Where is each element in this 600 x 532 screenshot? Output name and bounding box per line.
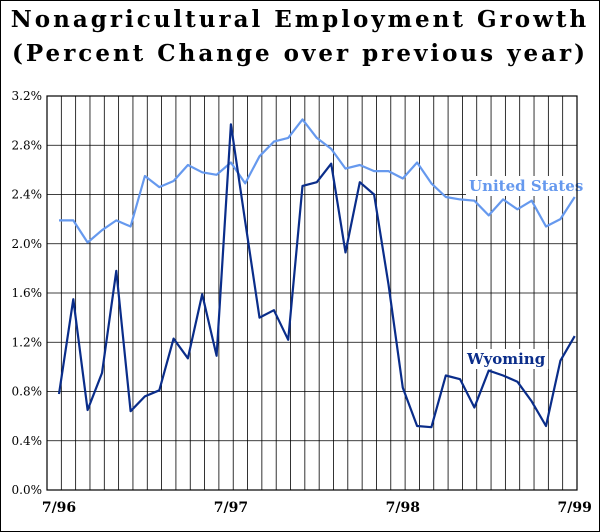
us-series-line [59,118,576,244]
x-tick-label: 7/98 [386,500,420,516]
y-tick-label: 0.4% [12,434,43,448]
y-tick-label: 0.8% [12,385,43,399]
y-tick-label: 1.6% [12,286,43,300]
x-tick-label: 7/99 [558,500,592,516]
x-tick-label: 7/96 [42,500,76,516]
series-label-background [466,176,587,196]
y-axis-tick-labels: 0.0% 0.4% 0.8% 1.2% 1.6% 2.0% 2.4% 2.8% 3.2% [12,89,43,497]
chart-subtitle: (Percent Change over previous year) [12,40,588,67]
wyoming-series-label: Wyoming [466,350,546,368]
y-tick-label: 1.2% [12,335,43,349]
y-tick-label: 2.0% [12,237,43,251]
wyoming-series-line [57,123,576,429]
plot-border [46,95,578,491]
series-labels: United States Wyoming [464,176,587,369]
x-tick-label: 7/97 [214,500,248,516]
chart-title: Nonagricultural Employment Growth [10,6,590,33]
series-label-background [464,349,549,369]
y-tick-label: 2.4% [12,188,43,202]
y-tick-label: 0.0% [12,483,43,497]
x-axis-tick-labels: 7/96 7/97 7/98 7/99 [42,500,592,516]
y-tick-label: 2.8% [12,138,43,152]
grid-lines [46,95,578,491]
us-series-label: United States [469,177,583,195]
y-tick-label: 3.2% [12,89,43,103]
series-lines [57,118,576,429]
